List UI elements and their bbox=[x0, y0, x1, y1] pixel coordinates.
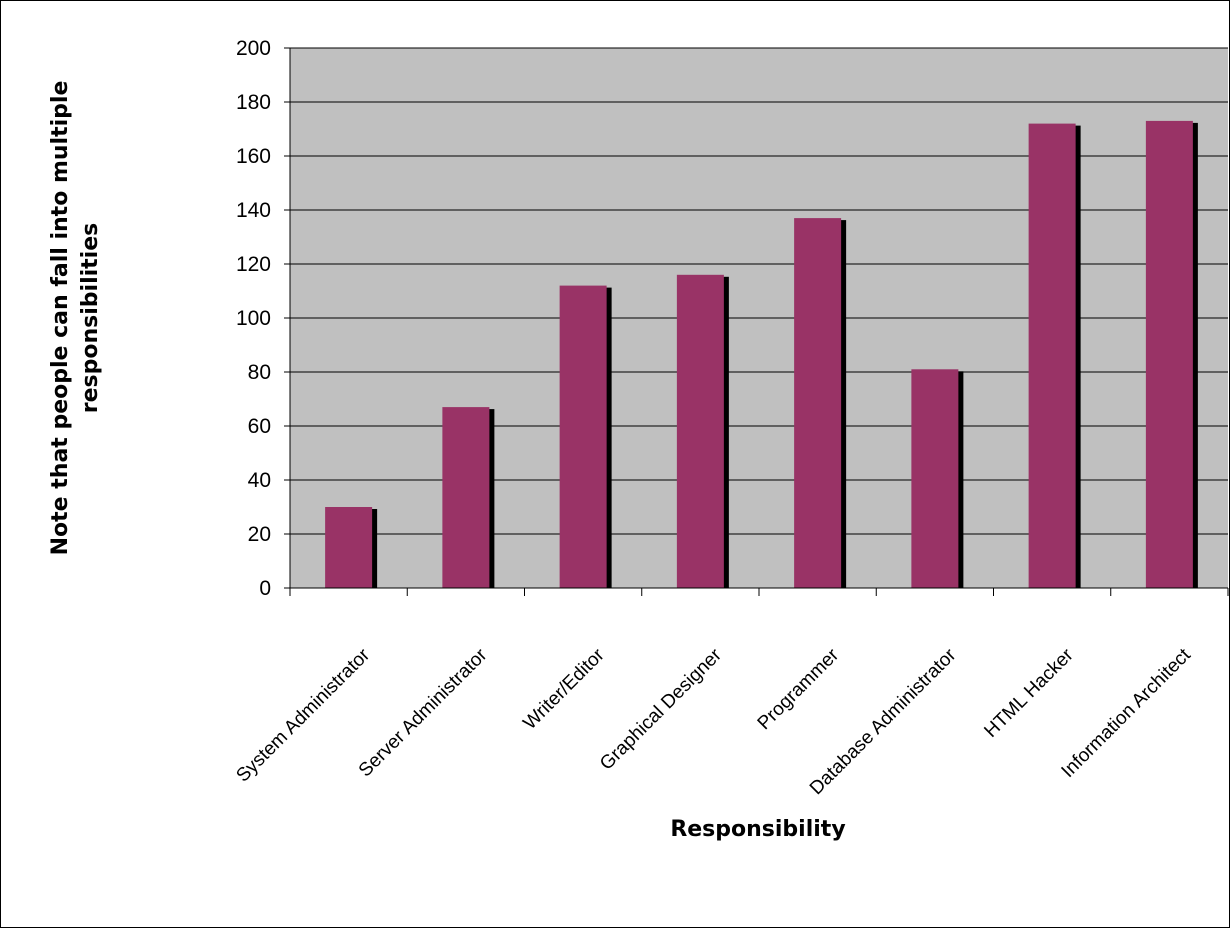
bar bbox=[1145, 120, 1193, 589]
x-category-label: Writer/Editor bbox=[519, 644, 609, 734]
y-tick-label: 200 bbox=[236, 37, 271, 60]
bar bbox=[676, 274, 724, 588]
y-tick-label: 120 bbox=[236, 253, 271, 276]
y-tick-label: 40 bbox=[248, 469, 271, 492]
x-category-label: HTML Hacker bbox=[980, 644, 1078, 742]
x-category-label: Programmer bbox=[754, 644, 844, 734]
x-category-label: Information Architect bbox=[1058, 644, 1196, 782]
bar bbox=[325, 507, 373, 588]
y-tick-label: 0 bbox=[259, 577, 271, 600]
x-category-label: Server Administrator bbox=[355, 644, 492, 781]
bar bbox=[1028, 123, 1076, 588]
bar bbox=[911, 369, 959, 588]
y-tick-label: 60 bbox=[248, 415, 271, 438]
y-tick-label: 160 bbox=[236, 145, 271, 168]
y-axis-ticks: 0 20 40 60 80 100 120 140 160 180 200 bbox=[236, 37, 290, 600]
y-tick-label: 80 bbox=[248, 361, 271, 384]
x-axis-title: Responsibility bbox=[670, 817, 845, 842]
y-axis-title: Note that people can fall into multiple r… bbox=[48, 81, 103, 556]
y-tick-label: 20 bbox=[248, 523, 271, 546]
y-axis-title-line: Note that people can fall into multiple bbox=[48, 81, 73, 556]
y-axis-title-line: responsibilities bbox=[78, 223, 103, 413]
y-tick-label: 100 bbox=[236, 307, 271, 330]
x-category-label: Graphical Designer bbox=[596, 644, 726, 774]
bars-group bbox=[325, 120, 1198, 589]
bar bbox=[794, 218, 842, 588]
y-tick-label: 140 bbox=[236, 199, 271, 222]
bar bbox=[442, 407, 490, 588]
y-tick-label: 180 bbox=[236, 91, 271, 114]
x-category-label: System Administrator bbox=[232, 644, 374, 786]
bar bbox=[559, 285, 607, 588]
